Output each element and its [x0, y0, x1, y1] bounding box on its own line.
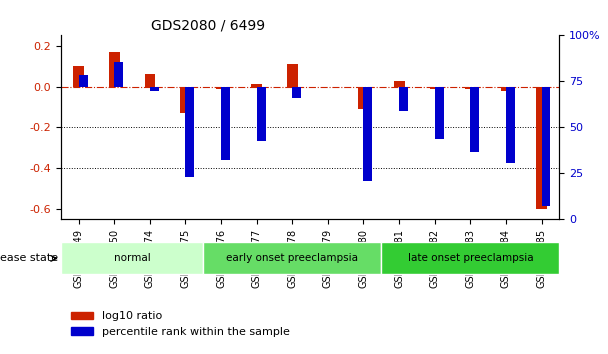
Bar: [150, 86, 159, 91]
Bar: [185, 86, 195, 177]
Bar: [430, 86, 440, 88]
Bar: [216, 86, 227, 88]
FancyBboxPatch shape: [61, 242, 203, 274]
Bar: [435, 86, 444, 139]
Bar: [257, 86, 266, 141]
Bar: [364, 86, 372, 182]
Bar: [145, 74, 156, 86]
Text: late onset preeclampsia: late onset preeclampsia: [407, 253, 533, 263]
Bar: [221, 86, 230, 160]
Text: early onset preeclampsia: early onset preeclampsia: [226, 253, 358, 263]
Bar: [465, 86, 476, 88]
Bar: [471, 86, 479, 152]
Bar: [542, 86, 550, 206]
Legend: log10 ratio, percentile rank within the sample: log10 ratio, percentile rank within the …: [66, 307, 294, 341]
Bar: [114, 62, 123, 86]
Text: normal: normal: [114, 253, 150, 263]
Bar: [501, 86, 511, 91]
Bar: [292, 86, 301, 98]
Text: GDS2080 / 6499: GDS2080 / 6499: [151, 19, 264, 33]
Bar: [358, 86, 369, 109]
Text: disease state: disease state: [0, 253, 58, 263]
Bar: [109, 52, 120, 86]
Bar: [252, 85, 262, 86]
Bar: [536, 86, 547, 209]
Bar: [287, 64, 298, 86]
Bar: [506, 86, 515, 164]
Bar: [74, 66, 84, 86]
Bar: [181, 86, 191, 113]
Bar: [394, 81, 405, 86]
Bar: [399, 86, 408, 111]
FancyBboxPatch shape: [203, 242, 381, 274]
FancyBboxPatch shape: [381, 242, 559, 274]
Bar: [78, 75, 88, 86]
